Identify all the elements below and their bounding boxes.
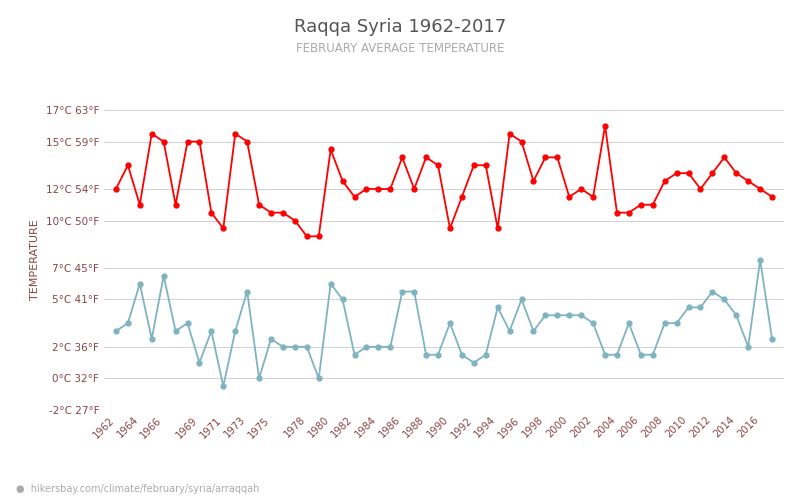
NIGHT	[767, 336, 777, 342]
NIGHT	[362, 344, 371, 350]
DAY	[302, 234, 312, 239]
DAY	[767, 194, 777, 200]
NIGHT	[493, 304, 502, 310]
DAY	[123, 162, 133, 168]
Line: NIGHT: NIGHT	[114, 258, 774, 388]
DAY	[111, 186, 121, 192]
NIGHT	[218, 384, 228, 390]
DAY	[600, 123, 610, 129]
Y-axis label: TEMPERATURE: TEMPERATURE	[30, 220, 40, 300]
DAY	[636, 202, 646, 207]
Text: FEBRUARY AVERAGE TEMPERATURE: FEBRUARY AVERAGE TEMPERATURE	[296, 42, 504, 56]
Text: ●  hikersbay.com/climate/february/syria/arraqqah: ● hikersbay.com/climate/february/syria/a…	[16, 484, 259, 494]
NIGHT	[111, 328, 121, 334]
NIGHT	[123, 320, 133, 326]
DAY	[493, 226, 502, 232]
NIGHT	[755, 257, 765, 263]
Line: DAY: DAY	[114, 124, 774, 238]
DAY	[553, 154, 562, 160]
NIGHT	[529, 328, 538, 334]
NIGHT	[624, 320, 634, 326]
Text: Raqqa Syria 1962-2017: Raqqa Syria 1962-2017	[294, 18, 506, 36]
DAY	[362, 186, 371, 192]
DAY	[529, 178, 538, 184]
NIGHT	[553, 312, 562, 318]
